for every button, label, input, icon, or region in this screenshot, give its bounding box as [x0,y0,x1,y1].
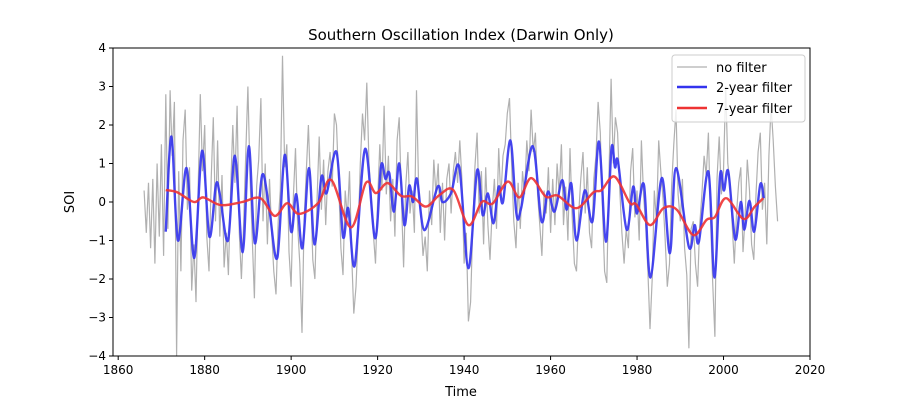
legend-box [671,54,806,123]
x-tick-label: 2000 [708,363,739,377]
x-tick-label: 1980 [622,363,653,377]
x-tick-label: 1920 [362,363,393,377]
series-line-2-year-filter [164,135,765,279]
y-tick-label: 4 [98,41,106,55]
x-axis: 1860 1880 1900 1920 1940 1960 1980 2000 2020 [103,356,825,377]
x-tick-label: 1900 [276,363,307,377]
plot-area [143,55,779,357]
x-axis-label: Time [444,385,477,400]
y-axis-label: SOI [63,191,78,213]
y-tick-label: 1 [98,157,106,171]
y-tick-label: 3 [98,80,106,94]
legend-label-no-filter: no filter [716,61,767,76]
y-axis: −4 −3 −2 −1 0 1 2 3 4 [88,41,113,363]
chart-title: Southern Oscillation Index (Darwin Only) [308,26,614,44]
y-tick-label: −2 [88,272,106,286]
legend-label-2-year-filter: 2-year filter [716,81,793,96]
x-tick-label: 2020 [795,363,826,377]
y-tick-label: −4 [88,349,106,363]
y-tick-label: 2 [98,118,106,132]
x-tick-label: 1940 [449,363,480,377]
x-tick-label: 1960 [535,363,566,377]
y-tick-label: −3 [88,311,106,325]
y-tick-label: 0 [98,195,106,209]
legend: no filter 2-year filter 7-year filter [671,54,806,123]
x-tick-label: 1860 [103,363,134,377]
x-tick-label: 1880 [189,363,220,377]
series-line-7-year-filter [165,175,765,237]
legend-label-7-year-filter: 7-year filter [716,102,793,117]
y-tick-label: −1 [88,234,106,248]
